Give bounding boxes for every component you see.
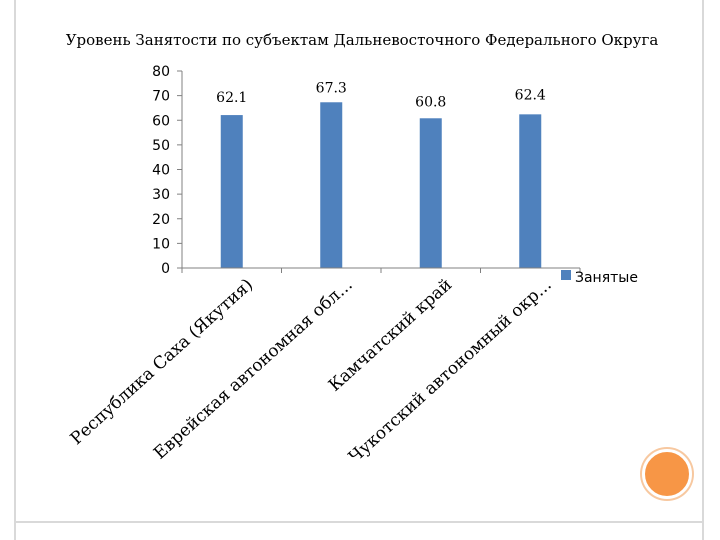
category-label: Еврейская автономная обл... [150,275,357,464]
category-labels: Республика Саха (Якутия)Еврейская автоно… [67,275,556,467]
category-label: Чукотский автономный окр... [345,275,556,467]
y-tick-label: 40 [152,163,170,179]
data-label: 62.4 [515,87,546,103]
bar [320,102,343,269]
slide-frame-left [14,0,16,540]
x-axis [181,267,581,273]
data-label: 62.1 [216,90,247,106]
chart-title: Уровень Занятости по субъектам Дальневос… [66,31,659,49]
data-label: 60.8 [415,94,446,110]
slide-frame-right [702,0,704,540]
data-label: 67.3 [316,80,347,96]
y-tick-label: 10 [152,236,170,252]
bars [220,102,542,269]
slide-frame-bottom [14,521,704,523]
legend: Занятые [561,270,638,286]
bar [519,114,542,268]
y-axis: 0 10 20 30 40 50 60 70 80 [152,64,183,277]
legend-label: Занятые [575,270,638,286]
data-labels: 62.1 67.3 60.8 62.4 [216,80,546,110]
y-tick-label: 50 [152,138,170,154]
legend-swatch [561,270,571,280]
y-tick-label: 60 [152,113,170,129]
decorative-circle [642,449,692,499]
y-tick-label: 30 [152,187,170,203]
bar [419,118,442,268]
y-tick-label: 20 [152,212,170,228]
y-tick-label: 70 [152,89,170,105]
bar [220,115,243,268]
category-label: Республика Саха (Якутия) [67,275,257,449]
y-tick-label: 80 [152,64,170,80]
y-tick-label: 0 [161,261,170,277]
